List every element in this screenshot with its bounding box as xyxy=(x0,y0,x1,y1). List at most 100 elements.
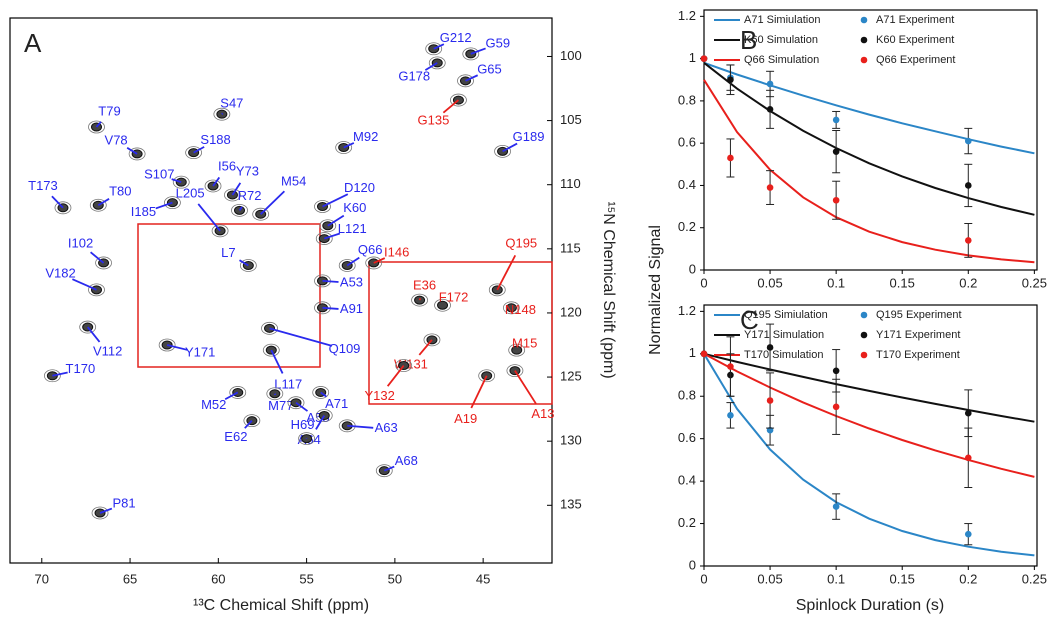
simulation-line xyxy=(703,352,1035,423)
leader-line xyxy=(166,344,188,351)
peak-label: V78 xyxy=(105,132,128,147)
peak-halo xyxy=(462,47,480,61)
leader-line xyxy=(99,507,113,514)
leader-line xyxy=(97,198,110,206)
leader-line xyxy=(386,364,405,387)
peak-label: Y73 xyxy=(236,163,259,178)
leader-line xyxy=(496,254,517,291)
x-tick-label: 45 xyxy=(476,571,490,586)
legend-swatch xyxy=(860,331,868,339)
leader-line xyxy=(238,206,243,211)
panel-letter: B xyxy=(740,25,757,55)
experiment-point xyxy=(700,350,708,358)
y-tick-label: 0.2 xyxy=(678,515,696,530)
leader-line xyxy=(383,465,395,472)
peak-label: A19 xyxy=(454,411,477,426)
peak-halo xyxy=(91,506,109,520)
peak-label: H69 xyxy=(291,417,315,432)
peak-halo xyxy=(488,283,506,297)
x-tick-label: 50 xyxy=(388,571,402,586)
peak-label: M92 xyxy=(353,129,378,144)
leader-line xyxy=(322,193,349,208)
y-tick-label: 115 xyxy=(560,240,581,255)
peak-label: A63 xyxy=(375,420,398,435)
peak-label: V182 xyxy=(45,265,75,280)
legend-label: T170 Experiment xyxy=(876,349,960,361)
peak-halo xyxy=(164,196,181,210)
peak-halo xyxy=(239,259,257,272)
peak-halo xyxy=(287,396,305,410)
peak-halo xyxy=(88,120,105,134)
peak-halo xyxy=(506,364,524,378)
peak-label: A91 xyxy=(340,301,363,316)
experiment-point xyxy=(832,403,840,411)
experiment-point xyxy=(964,137,972,145)
highlight-box xyxy=(137,223,321,368)
peak xyxy=(511,345,523,355)
peak-halo xyxy=(128,147,146,161)
leader-line xyxy=(470,375,488,409)
experiment-point xyxy=(832,148,840,155)
peak-label: F172 xyxy=(439,290,469,305)
leader-line xyxy=(442,99,460,114)
peak-label: P81 xyxy=(112,495,135,510)
peak-label: I146 xyxy=(384,244,409,259)
peak-label: K60 xyxy=(343,200,366,215)
y-tick-label: 0.4 xyxy=(678,473,696,488)
peak-halo xyxy=(261,321,278,335)
x-tick-label: 0.1 xyxy=(827,571,845,586)
leader-line xyxy=(126,147,138,155)
legend-swatch xyxy=(860,36,868,44)
leader-line xyxy=(327,214,345,227)
experiment-point xyxy=(964,237,972,244)
y-axis-title: Normalized Signal xyxy=(647,225,664,355)
peak-halo xyxy=(262,343,280,357)
legend-label: K60 Simulation xyxy=(744,34,818,46)
peak-halo xyxy=(315,232,333,245)
leader-line xyxy=(323,232,341,240)
peak-label: Y132 xyxy=(365,388,395,403)
leader-line xyxy=(470,47,486,55)
peak-label: L121 xyxy=(338,221,367,236)
experiment-point xyxy=(964,530,972,538)
y-tick-label: 100 xyxy=(560,48,582,63)
peak-label: D120 xyxy=(344,180,375,195)
peak-label: V112 xyxy=(93,343,122,358)
peak-halo xyxy=(425,42,443,56)
peak-halo xyxy=(423,333,441,347)
x-tick-label: 0 xyxy=(700,275,707,290)
y-tick-label: 125 xyxy=(560,368,582,383)
peak-label: A71 xyxy=(325,396,348,411)
y-tick-label: 0.6 xyxy=(678,135,696,150)
leader-line xyxy=(155,201,173,210)
leader-line xyxy=(322,306,339,310)
peak-halo xyxy=(89,198,107,212)
legend-label: Y171 Experiment xyxy=(876,329,960,341)
peak-label: L7 xyxy=(221,245,235,260)
leader-line xyxy=(373,257,386,264)
leader-line xyxy=(244,420,253,429)
peak-label: G65 xyxy=(477,61,502,76)
peak-halo xyxy=(434,298,451,312)
peak-halo xyxy=(54,201,72,215)
x-tick-label: 0.25 xyxy=(1022,571,1047,586)
y-tick-label: 105 xyxy=(560,112,582,127)
legend-label: K60 Experiment xyxy=(876,34,954,46)
simulation-line xyxy=(703,352,1035,478)
peak-halo xyxy=(428,56,446,70)
leader-line xyxy=(212,176,221,187)
legend-label: A71 Experiment xyxy=(876,14,954,26)
y-tick-label: 110 xyxy=(560,176,581,191)
peak-label: S47 xyxy=(220,96,243,111)
x-axis-title: Spinlock Duration (s) xyxy=(796,597,945,614)
peak-label: G189 xyxy=(513,129,545,144)
legend-label: Q195 Simiulation xyxy=(744,309,828,321)
peak-halo xyxy=(314,200,331,213)
leader-line xyxy=(465,74,479,82)
legend-label: T170 Simulation xyxy=(744,349,824,361)
experiment-point xyxy=(766,184,774,191)
peak-label: L117 xyxy=(274,377,302,392)
peak-label: N148 xyxy=(505,302,536,317)
x-tick-label: 0.15 xyxy=(890,275,915,290)
y-tick-label: 0 xyxy=(689,557,696,572)
